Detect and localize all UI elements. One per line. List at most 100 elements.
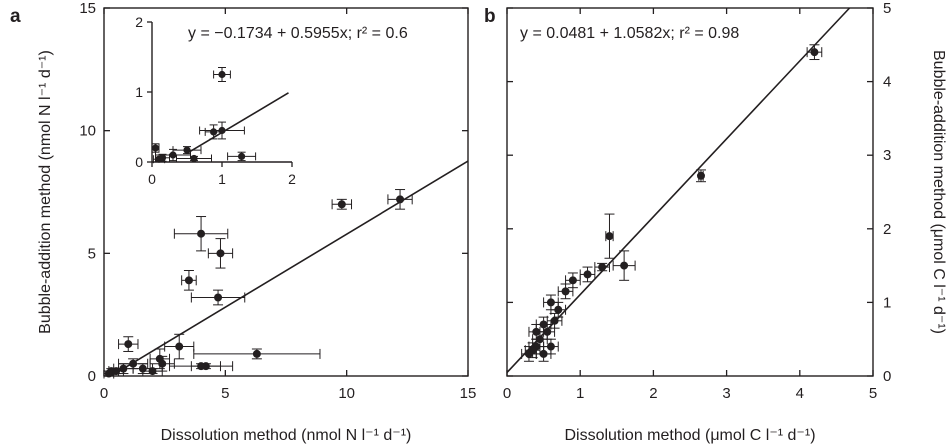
data-marker <box>583 270 592 279</box>
panel-b: b 0 1 2 3 4 5 0 1 2 3 4 5 y = 0.0481 + 1.0582x; r²… <box>484 0 946 444</box>
y-tick-label: 1 <box>883 294 891 311</box>
data-marker <box>532 327 541 336</box>
inset-x-tick-label: 0 <box>148 171 156 187</box>
data-marker <box>546 342 555 351</box>
inset-y-ticks: 0 1 2 <box>135 14 152 170</box>
data-marker <box>158 359 167 368</box>
panel-a-fit-line <box>110 160 469 377</box>
x-tick-label: 0 <box>503 385 511 402</box>
data-point <box>604 213 615 259</box>
data-marker <box>546 298 555 307</box>
data-point <box>806 44 823 61</box>
data-marker <box>396 195 405 204</box>
y-tick-label: 5 <box>883 0 891 17</box>
panel-a-inset: 0 1 2 0 1 2 <box>135 14 296 187</box>
x-tick-label: 15 <box>460 385 477 402</box>
data-point <box>227 151 257 162</box>
y-tick-label: 15 <box>79 0 96 17</box>
data-point <box>190 289 246 306</box>
data-point <box>387 189 413 210</box>
data-marker <box>104 369 113 378</box>
data-point <box>528 323 545 340</box>
data-marker <box>210 128 218 136</box>
x-tick-label: 3 <box>722 385 730 402</box>
data-point <box>164 333 195 360</box>
data-point <box>103 368 115 379</box>
data-point <box>152 155 166 164</box>
data-point <box>213 67 231 82</box>
data-marker <box>155 155 163 163</box>
panel-a-points <box>103 189 413 379</box>
panel-a-x-axis-label: Dissolution method (nmol N l⁻¹ d⁻¹) <box>161 427 412 444</box>
panel-a-equation: y = −0.1734 + 0.5955x; r² = 0.6 <box>188 25 408 42</box>
data-marker <box>218 70 226 79</box>
data-marker <box>238 152 246 160</box>
panel-a-label: a <box>10 6 21 27</box>
panel-b-x-ticks: 0 1 2 3 4 5 <box>503 8 877 402</box>
data-point <box>207 238 234 269</box>
y-tick-label: 0 <box>88 368 96 385</box>
data-marker <box>561 287 570 296</box>
panel-b-x-axis-label: Dissolution method (μmol C l⁻¹ d⁻¹) <box>564 427 815 444</box>
data-marker <box>124 340 133 349</box>
data-marker <box>620 261 629 270</box>
panel-a-frame <box>103 7 469 377</box>
y-tick-label: 10 <box>79 123 96 140</box>
data-point <box>543 338 559 355</box>
inset-points <box>151 67 257 164</box>
data-marker <box>197 229 206 238</box>
x-tick-label: 0 <box>100 385 108 402</box>
data-marker <box>598 263 607 272</box>
x-tick-label: 4 <box>796 385 804 402</box>
data-marker <box>151 144 160 152</box>
data-marker <box>605 232 614 241</box>
data-point <box>169 361 234 372</box>
y-tick-label: 2 <box>883 221 891 238</box>
inset-x-tick-label: 2 <box>288 171 296 187</box>
panel-b-label: b <box>484 6 496 27</box>
data-marker <box>539 349 548 358</box>
inset-y-tick-label: 1 <box>135 84 143 100</box>
data-point <box>546 312 563 329</box>
inset-y-tick-label: 0 <box>135 154 143 170</box>
data-marker <box>184 276 193 285</box>
panel-b-y-axis-label: Bubble-addition method (μmol C l⁻¹ d⁻¹) <box>930 50 946 334</box>
data-marker <box>175 342 184 351</box>
x-tick-label: 5 <box>221 385 229 402</box>
panel-b-y-ticks: 0 1 2 3 4 5 <box>507 0 891 385</box>
data-point <box>173 216 229 252</box>
x-tick-label: 5 <box>869 385 877 402</box>
data-marker <box>169 151 177 159</box>
data-point <box>142 366 163 377</box>
data-marker <box>550 316 559 325</box>
data-point <box>176 154 212 163</box>
data-marker <box>252 349 261 358</box>
data-marker <box>148 367 157 376</box>
data-marker <box>214 293 223 302</box>
panel-a-x-ticks: 0 5 10 15 <box>100 8 477 402</box>
data-point <box>181 270 197 291</box>
data-point <box>579 266 596 283</box>
data-point <box>118 336 139 352</box>
data-point <box>695 169 706 183</box>
panel-b-frame <box>506 7 874 377</box>
data-marker <box>183 146 191 154</box>
inset-fit-line <box>186 92 289 154</box>
inset-x-ticks: 0 1 2 <box>148 162 296 187</box>
data-point <box>535 346 552 362</box>
data-point <box>594 262 610 273</box>
panel-b-points <box>521 44 823 362</box>
inset-x-tick-label: 1 <box>218 171 226 187</box>
data-marker <box>568 276 577 285</box>
data-marker <box>696 171 705 180</box>
data-marker <box>524 349 533 358</box>
panel-b-fit-line <box>506 7 851 374</box>
data-point <box>612 250 636 281</box>
panel-a-y-axis-label: Bubble-addition method (nmol N l⁻¹ d⁻¹) <box>37 50 54 334</box>
data-marker <box>810 48 819 57</box>
data-marker <box>216 249 225 258</box>
x-tick-label: 2 <box>649 385 657 402</box>
